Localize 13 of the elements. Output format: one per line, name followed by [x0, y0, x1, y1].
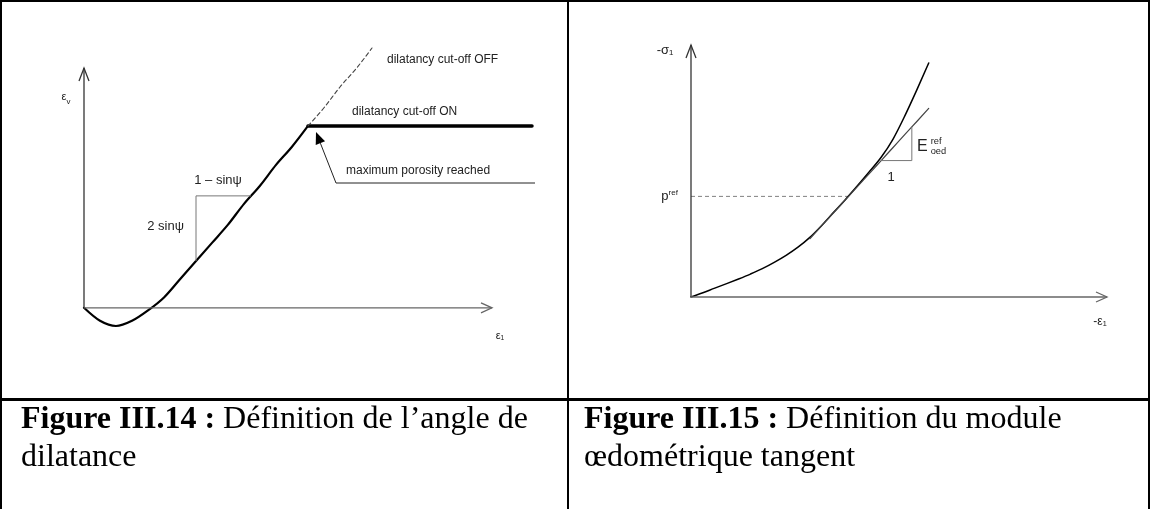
series-label: dilatancy cut-off ON	[352, 103, 458, 119]
x-axis-title: -ε₁	[1093, 313, 1107, 329]
series-label: dilatancy cut-off OFF	[387, 51, 499, 67]
chart-title: Figure III.14 : Définition de l’angle de dilatance	[21, 399, 528, 473]
x-axis-title: ε₁	[495, 329, 505, 343]
ref-line-label: p$^{ref}$	[661, 188, 678, 205]
annotation: maximum porosity reached	[346, 162, 491, 178]
annotation: 1	[887, 169, 895, 185]
y-axis-title: -σ₁	[656, 42, 674, 58]
annotation: 1 – sinψ	[194, 172, 242, 188]
y-axis-title: ε$_{v}$	[61, 90, 71, 106]
annotation: 2 sinψ	[147, 218, 184, 234]
text: Figure III.15 : Définition du module œdométrique tangent	[584, 398, 1063, 474]
